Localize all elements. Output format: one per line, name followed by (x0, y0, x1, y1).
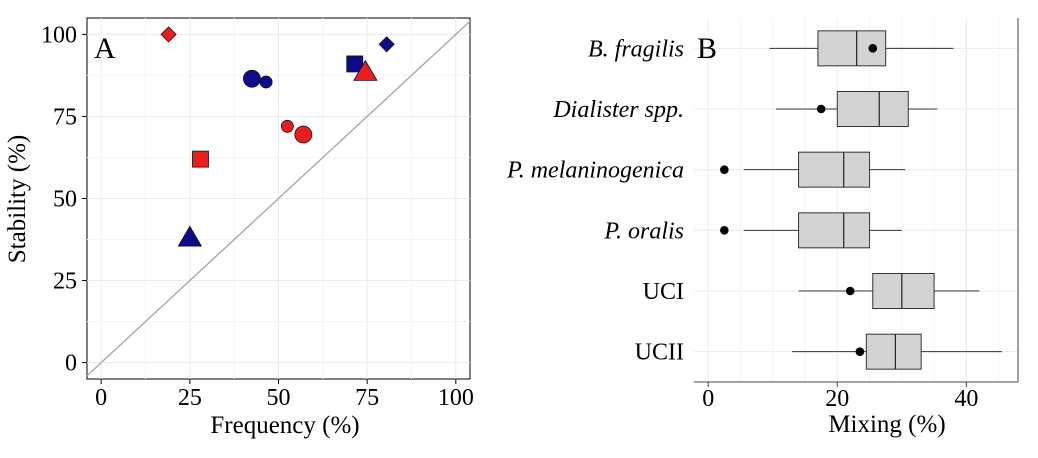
panel-a-y-tick-label: 50 (53, 187, 77, 213)
panel-b-box (872, 273, 935, 309)
panel-a-point-5 (346, 55, 364, 73)
panel-b-category-label: B. fragilis (588, 36, 684, 62)
panel-a-y-tick-label: 100 (41, 22, 77, 48)
panel-b-point (868, 44, 878, 53)
panel-a-x-tick-label: 100 (438, 385, 474, 411)
panel-a-label: A (94, 32, 116, 65)
panel-a-x-tick-label: 50 (267, 385, 291, 411)
panel-a-y-tick-label: 0 (65, 351, 77, 377)
panel-a-points (160, 26, 395, 247)
panel-b-category-label: Dialister spp. (552, 97, 684, 123)
panel-b-box (798, 151, 871, 188)
panel-a-point-9 (192, 150, 209, 168)
panel-a-point-10 (177, 225, 203, 247)
panel-a-x-tick-label: 75 (355, 385, 379, 411)
panel-b-point (845, 286, 855, 296)
panel-a-y-ticks: 0 25 50 75 100 (41, 22, 87, 377)
panel-b-x-tick-label: 0 (702, 386, 714, 412)
panel-a-point-1 (160, 26, 177, 43)
panel-a-point-4 (259, 75, 273, 89)
panel-b-category-label: UCII (635, 340, 684, 366)
panel-a-y-tick-label: 25 (53, 269, 77, 295)
panel-b-point (720, 226, 729, 235)
panel-a-point-8 (294, 125, 313, 144)
panel-b-box (865, 333, 922, 370)
panel-b-label: B (697, 32, 717, 65)
panel-a-x-tick-label: 0 (95, 385, 107, 411)
panel-b-category-labels: B. fragilis Dialister spp. P. melaninogeni… (506, 36, 684, 365)
panel-b-grid (694, 18, 1018, 382)
panel-b-x-ticks: 0 20 40 (702, 382, 978, 412)
panel-a-y-axis-title: Stability (%) (4, 135, 31, 263)
panel-a-point-2 (378, 36, 395, 53)
panel-a-point-7 (280, 119, 294, 133)
panel-b-x-tick-label: 40 (954, 386, 978, 412)
panel-b-point (720, 165, 729, 174)
panel-b-box (836, 91, 909, 127)
panel-a-x-axis-title: Frequency (%) (210, 412, 359, 439)
panel-a-point-6 (353, 59, 378, 81)
panel-a-x-ticks: 0 25 50 75 100 (95, 379, 474, 411)
panel-a-point-3 (243, 69, 261, 88)
panel-a-identity-line (86, 20, 471, 377)
panel-b-category-label: UCI (643, 279, 684, 305)
panel-b-box (798, 212, 871, 249)
panel-b-point (816, 104, 826, 114)
panel-a: 0 25 50 75 100 0 25 50 75 100 A Frequency (%) St… (4, 17, 474, 439)
panel-a-x-tick-label: 25 (178, 385, 202, 411)
panel-b-x-axis-title: Mixing (%) (828, 411, 945, 438)
panel-b: B. fragilis Dialister spp. P. melaninogeni… (506, 18, 1019, 438)
panel-b-point (855, 347, 865, 356)
panel-b-category-label: P. melaninogenica (506, 158, 684, 184)
panel-a-y-tick-label: 75 (53, 104, 77, 130)
panel-b-category-label: P. oralis (603, 218, 684, 244)
panel-b-x-tick-label: 20 (825, 386, 849, 412)
panel-b-boxes (720, 30, 1002, 370)
